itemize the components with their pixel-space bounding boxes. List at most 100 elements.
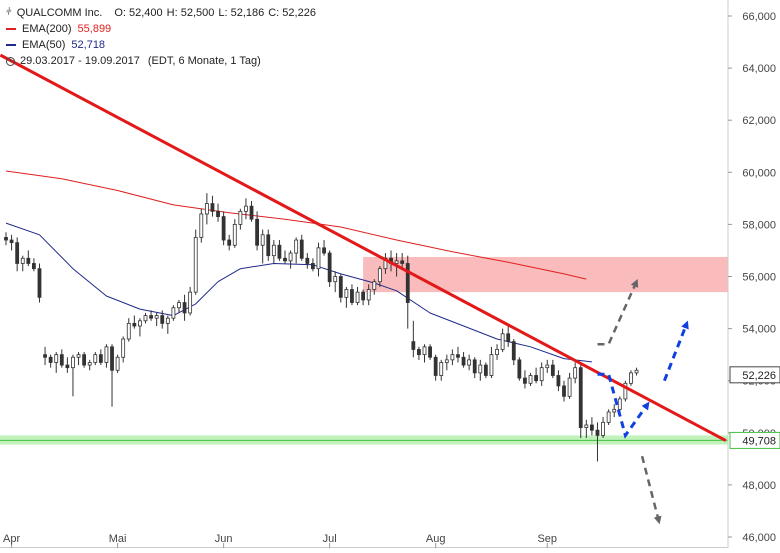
candle — [523, 370, 527, 389]
ema50-line — [5, 222, 592, 363]
candle-body — [534, 375, 538, 382]
last-price-label: 52,226 — [729, 366, 780, 384]
candle-body — [154, 315, 159, 319]
candle-body — [59, 354, 64, 366]
candle-body — [266, 234, 271, 257]
candle — [171, 305, 176, 321]
candle-body — [573, 367, 578, 379]
y-tick-label: 58,000 — [742, 219, 776, 231]
candle-body — [590, 424, 594, 431]
candle — [310, 258, 315, 272]
candle-body — [227, 239, 232, 246]
chart-type-icon[interactable]: ⫩ — [6, 7, 12, 18]
x-tick-label: Aug — [426, 533, 446, 545]
last-price-label-box — [729, 366, 780, 384]
candle — [76, 352, 81, 366]
ema200-line — [5, 170, 587, 280]
candle — [590, 417, 594, 436]
candle — [634, 367, 639, 376]
candle-body — [511, 341, 516, 361]
candle-body — [87, 362, 92, 366]
range-info: (EDT, 6 Monate, 1 Tag) — [147, 55, 261, 67]
y-tick-label: 62,000 — [742, 115, 776, 127]
candle — [48, 354, 53, 368]
candle — [188, 286, 193, 316]
y-tick-label: 46,000 — [742, 532, 776, 544]
ema200-label: EMA(200) — [22, 23, 72, 35]
candle-body — [65, 364, 70, 369]
candle-body — [550, 364, 555, 376]
candle-body — [478, 364, 483, 374]
support-price-label: 49,708 — [729, 431, 780, 449]
candle — [534, 367, 538, 384]
candle-body — [578, 367, 583, 428]
candle-body — [601, 421, 605, 436]
candle — [32, 258, 36, 272]
candle-body — [350, 289, 354, 303]
candle-body — [121, 338, 126, 358]
candle — [288, 250, 293, 269]
candle — [344, 286, 349, 308]
candle-body — [333, 276, 338, 283]
candle — [528, 372, 533, 386]
candle-body — [82, 354, 87, 366]
candle — [43, 346, 47, 366]
candle-body — [283, 257, 287, 262]
candle-body — [361, 291, 366, 301]
candle-body — [165, 317, 170, 324]
candle-body — [489, 354, 494, 376]
candle — [489, 346, 494, 379]
candle — [26, 250, 31, 267]
ema50-swatch — [6, 44, 16, 46]
candle — [422, 344, 427, 363]
candle-body — [98, 354, 103, 363]
candle — [327, 250, 332, 287]
y-tick-label: 66,000 — [742, 11, 776, 23]
candle-body — [126, 322, 131, 340]
candle-body — [216, 210, 220, 217]
candle — [578, 362, 583, 439]
candle-body — [43, 354, 47, 358]
candle-body — [143, 315, 148, 322]
candle — [149, 310, 153, 321]
clock-icon — [6, 56, 15, 66]
candle — [216, 203, 220, 222]
x-tick-label: Jul — [323, 533, 337, 545]
candle-body — [316, 247, 321, 270]
ema200-value: 55,899 — [77, 23, 112, 35]
low-value: L: 52,186 — [218, 7, 265, 19]
candle-body — [232, 223, 237, 246]
candle-body — [322, 247, 326, 254]
candle — [132, 315, 137, 329]
candle — [305, 253, 310, 269]
candle-body — [327, 252, 332, 283]
candle — [37, 263, 42, 303]
x-tick-label: Sep — [537, 533, 557, 545]
candle — [210, 195, 215, 217]
candle-body — [556, 375, 561, 387]
candle-body — [338, 276, 343, 298]
candle — [260, 229, 265, 264]
candle — [177, 299, 181, 313]
candle — [556, 370, 561, 392]
candle-body — [4, 237, 8, 241]
y-tick-label: 48,000 — [742, 480, 776, 492]
candle — [277, 240, 282, 261]
candle-body — [160, 315, 165, 324]
candle-body — [26, 257, 31, 264]
open-value: O: 52,400 — [114, 7, 163, 19]
candle-body — [244, 205, 248, 212]
candle — [294, 237, 299, 264]
candle-body — [495, 349, 499, 356]
candle-body — [299, 239, 304, 259]
candle-body — [271, 244, 276, 257]
candle-body — [48, 356, 53, 363]
candle-body — [221, 216, 226, 241]
candle — [59, 349, 64, 368]
candle — [4, 232, 8, 246]
scenario-arrow-gray — [597, 278, 639, 346]
candle — [98, 349, 103, 366]
candle — [20, 255, 25, 272]
candle-body — [528, 375, 533, 384]
